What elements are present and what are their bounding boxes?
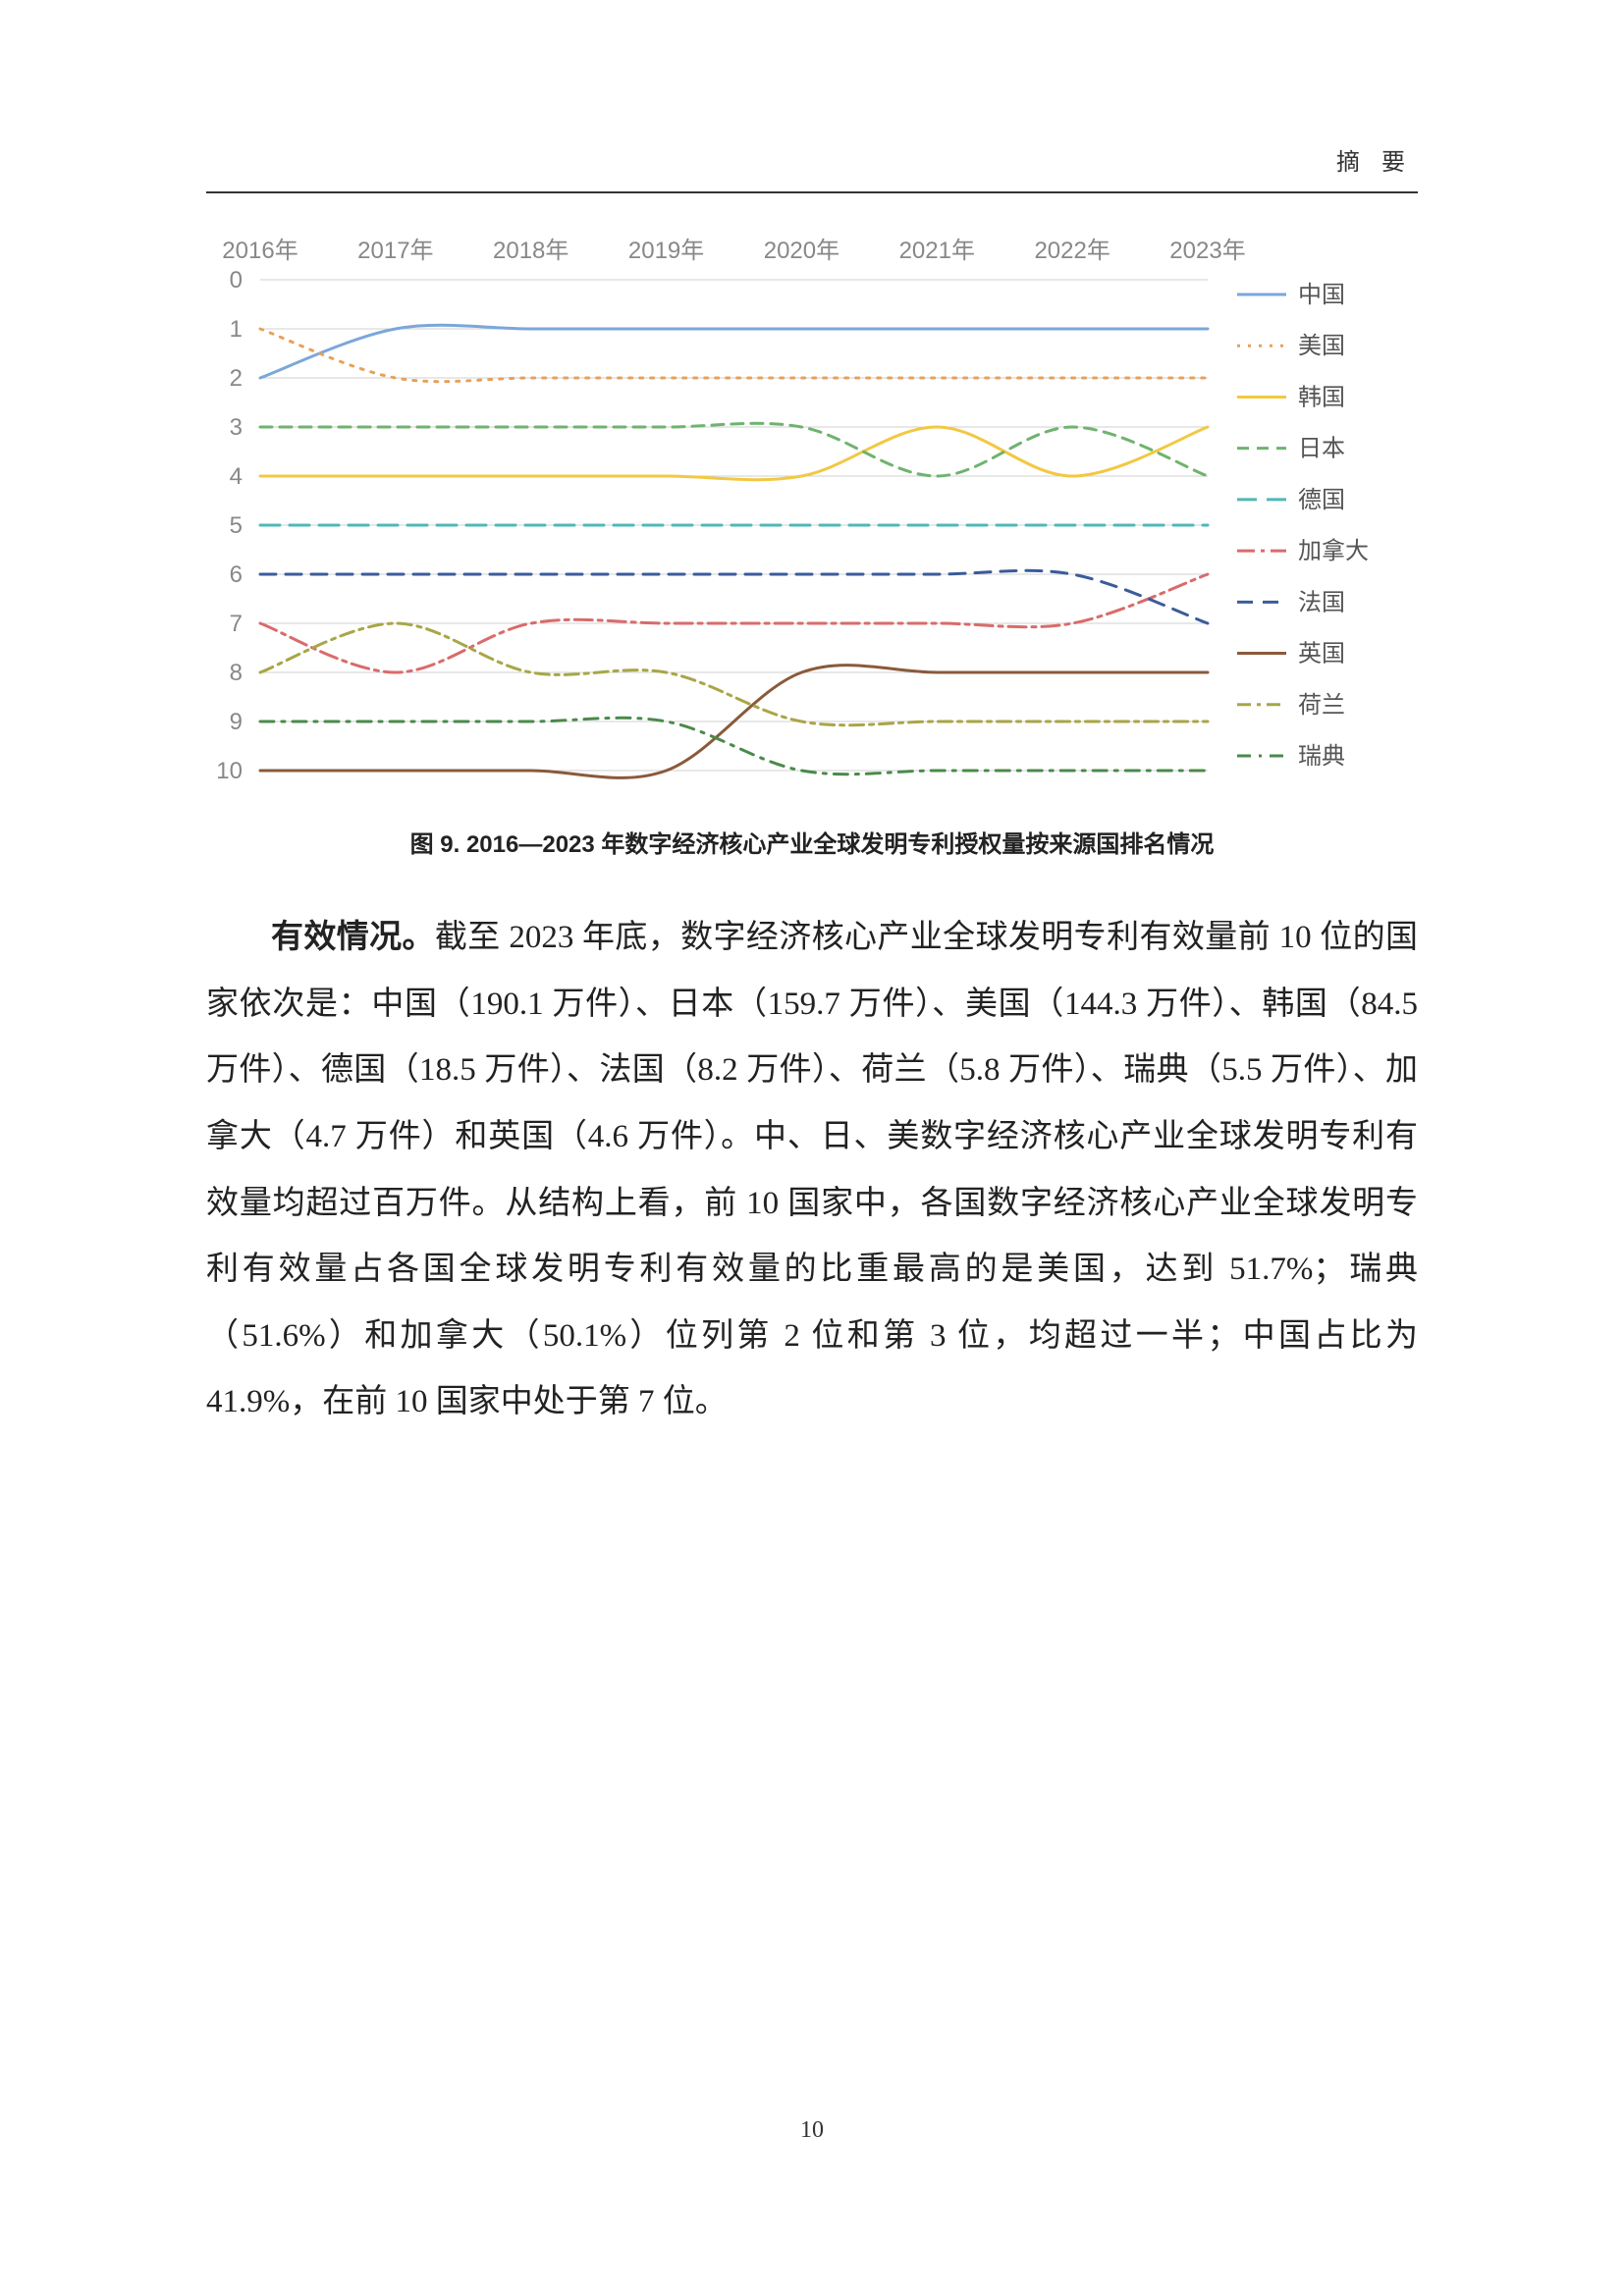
- series-日本: [260, 423, 1208, 476]
- caption-prefix: 图 9.: [410, 831, 460, 858]
- legend-label-法国: 法国: [1298, 589, 1345, 615]
- svg-text:2: 2: [230, 365, 243, 392]
- legend-label-瑞典: 瑞典: [1298, 743, 1345, 770]
- svg-text:2023年: 2023年: [1169, 238, 1245, 264]
- svg-text:9: 9: [230, 709, 243, 735]
- svg-text:8: 8: [230, 660, 243, 686]
- svg-text:2016年: 2016年: [222, 238, 298, 264]
- svg-text:3: 3: [230, 414, 243, 441]
- paragraph-text: 截至 2023 年底，数字经济核心产业全球发明专利有效量前 10 位的国家依次是…: [206, 920, 1418, 1419]
- header-section-label: 摘 要: [1336, 142, 1413, 177]
- legend-label-日本: 日本: [1298, 436, 1345, 462]
- legend-label-中国: 中国: [1298, 282, 1345, 308]
- legend-label-加拿大: 加拿大: [1298, 538, 1369, 564]
- ranking-line-chart: 0 1 2 3 4 5 6 7 8 9 10 2016年 2017年 2018年 2019年 2020年 202…: [206, 226, 1414, 795]
- svg-text:4: 4: [230, 463, 243, 490]
- svg-text:2017年: 2017年: [357, 238, 433, 264]
- figure-caption: 图 9. 2016—2023 年数字经济核心产业全球发明专利授权量按来源国排名情…: [206, 825, 1418, 859]
- legend-label-英国: 英国: [1298, 641, 1345, 667]
- svg-text:10: 10: [216, 758, 243, 784]
- page: 摘 要 0 1 2 3 4 5 6 7 8 9 10 2016年 2017年 2018年 2019年 2020…: [0, 0, 1624, 2296]
- svg-text:2021年: 2021年: [899, 238, 975, 264]
- svg-text:7: 7: [230, 611, 243, 637]
- body-paragraph: 有效情况。截至 2023 年底，数字经济核心产业全球发明专利有效量前 10 位的…: [206, 903, 1418, 1436]
- svg-text:2022年: 2022年: [1034, 238, 1110, 264]
- series-韩国: [260, 427, 1208, 480]
- legend-label-荷兰: 荷兰: [1298, 692, 1345, 719]
- paragraph-lead: 有效情况。: [271, 918, 435, 954]
- svg-text:2019年: 2019年: [628, 238, 704, 264]
- svg-text:1: 1: [230, 316, 243, 343]
- header-rule: [206, 191, 1418, 193]
- series-法国: [260, 570, 1208, 623]
- legend-label-美国: 美国: [1298, 333, 1345, 359]
- caption-text: 2016—2023 年数字经济核心产业全球发明专利授权量按来源国排名情况: [466, 831, 1214, 858]
- series-瑞典: [260, 718, 1208, 774]
- series-荷兰: [260, 623, 1208, 725]
- svg-text:2020年: 2020年: [764, 238, 839, 264]
- chart-svg: 0 1 2 3 4 5 6 7 8 9 10 2016年 2017年 2018年 2019年 2020年 202…: [206, 226, 1414, 795]
- svg-text:6: 6: [230, 561, 243, 588]
- legend-label-德国: 德国: [1298, 487, 1345, 513]
- svg-text:2018年: 2018年: [493, 238, 568, 264]
- series-美国: [260, 329, 1208, 382]
- page-number: 10: [0, 2117, 1624, 2144]
- svg-text:5: 5: [230, 512, 243, 539]
- legend-label-韩国: 韩国: [1298, 384, 1345, 410]
- svg-text:0: 0: [230, 267, 243, 294]
- series-中国: [260, 325, 1208, 378]
